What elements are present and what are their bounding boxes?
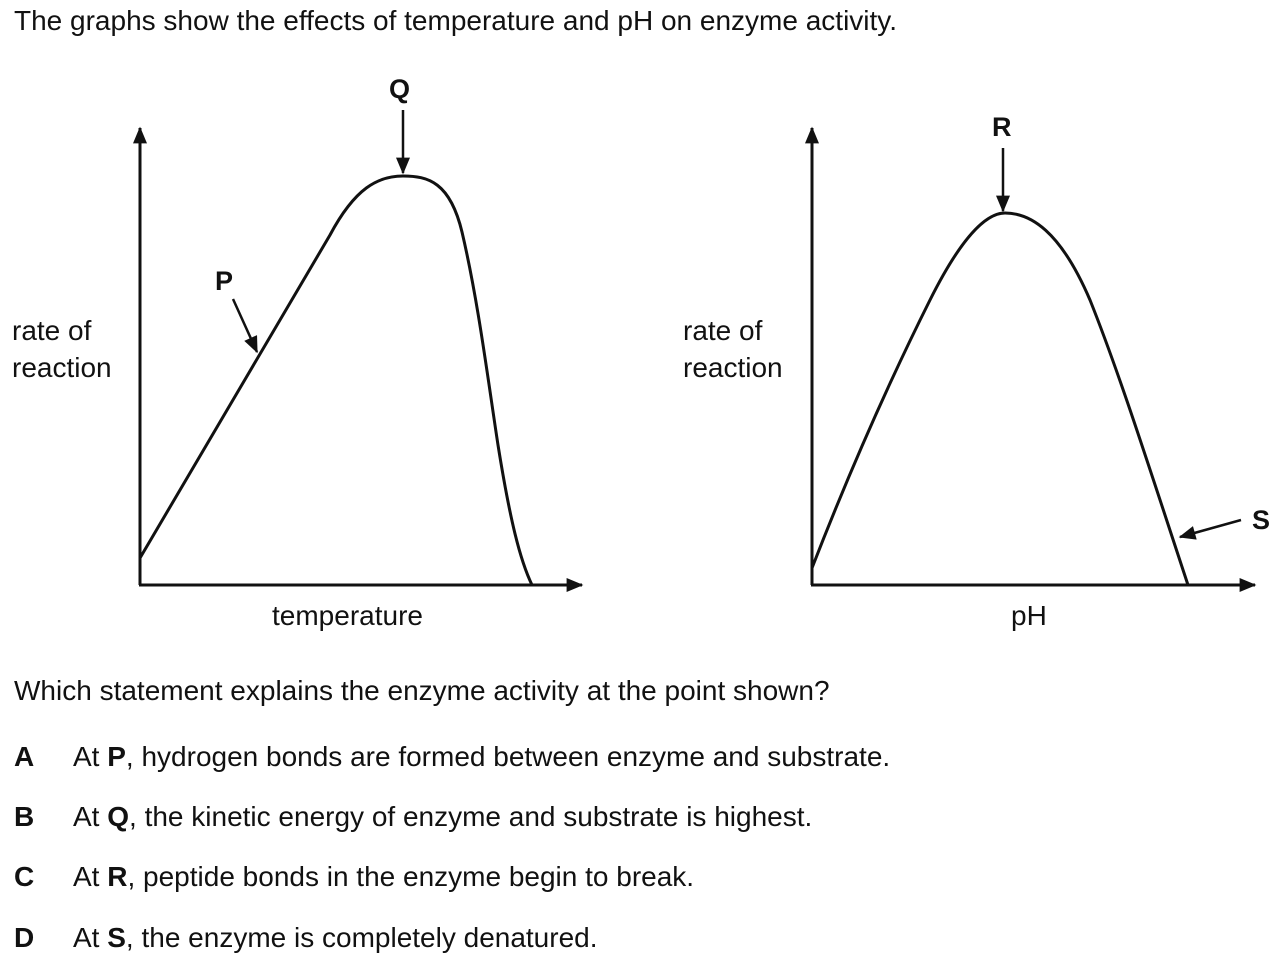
option-prefix: At [73, 741, 108, 772]
point-q-label: Q [389, 74, 411, 104]
option-letter: C [14, 861, 35, 892]
option-letter: D [14, 922, 35, 953]
temperature-graph-y-label: rate of reaction [12, 312, 112, 386]
option-text: At Q, the kinetic energy of enzyme and s… [73, 799, 812, 835]
option-point: P [107, 741, 126, 772]
option-letter: B [14, 801, 35, 832]
s-pointer-arrow [1178, 518, 1242, 540]
option-point: R [107, 861, 128, 892]
ph-graph-x-label: pH [1011, 600, 1047, 631]
option-text: At P, hydrogen bonds are formed between … [73, 739, 890, 775]
question-text: Which statement explains the enzyme acti… [14, 675, 830, 706]
ph-graph [805, 126, 1257, 592]
y-label-line-2: reaction [683, 352, 783, 383]
p-pointer-arrow [231, 298, 259, 354]
temperature-curve [138, 174, 534, 586]
option-prefix: At [73, 801, 108, 832]
point-r-label: R [992, 112, 1012, 142]
point-s-label: S [1252, 505, 1271, 535]
option-rest: , peptide bonds in the enzyme begin to b… [127, 861, 695, 892]
ph-graph-y-label: rate of reaction [683, 312, 783, 386]
option-letter: A [14, 741, 35, 772]
option-rest: , the kinetic energy of enzyme and subst… [129, 801, 813, 832]
intro-text: The graphs show the effects of temperatu… [14, 5, 897, 36]
option-point: S [107, 922, 126, 953]
option-rest: , hydrogen bonds are formed between enzy… [125, 741, 891, 772]
ph-curve [810, 211, 1190, 586]
y-label-line-1: rate of [683, 315, 763, 346]
option-text: At S, the enzyme is completely denatured… [73, 920, 598, 956]
option-prefix: At [73, 861, 108, 892]
option-text: At R, peptide bonds in the enzyme begin … [73, 859, 694, 895]
option-prefix: At [73, 922, 108, 953]
point-p-label: P [215, 266, 234, 296]
temperature-graph [133, 110, 584, 592]
temperature-graph-x-label: temperature [272, 600, 423, 631]
y-label-line-1: rate of [12, 315, 92, 346]
option-point: Q [107, 801, 130, 832]
option-rest: , the enzyme is completely denatured. [125, 922, 598, 953]
y-label-line-2: reaction [12, 352, 112, 383]
